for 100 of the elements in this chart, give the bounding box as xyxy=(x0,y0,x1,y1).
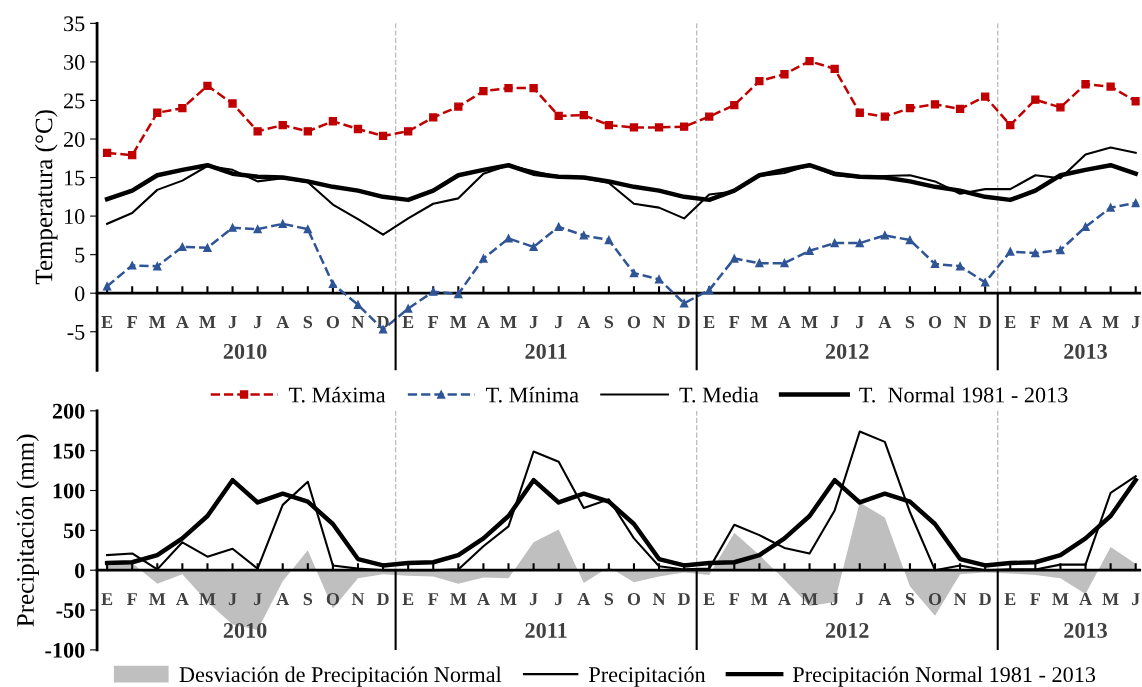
x-tick-label: M xyxy=(751,593,768,605)
annotation: 2010 xyxy=(223,622,267,638)
point xyxy=(780,258,789,268)
x-tick-label: S xyxy=(303,593,313,606)
point xyxy=(228,99,237,108)
annotation: 2011 xyxy=(525,343,567,359)
x-tick-label: N xyxy=(351,593,365,605)
y-axis-title: Temperatura (°C) xyxy=(34,110,58,285)
x-tick-label: J xyxy=(228,593,237,606)
y-tick-label: 5 xyxy=(75,247,85,263)
x-tick-label: M xyxy=(450,593,467,605)
point xyxy=(1106,203,1115,212)
point xyxy=(805,56,814,66)
point xyxy=(153,108,162,117)
x-tick-label: M xyxy=(751,316,768,328)
point xyxy=(253,127,262,136)
point xyxy=(278,219,287,228)
point xyxy=(554,111,563,121)
point xyxy=(981,92,990,101)
point xyxy=(303,127,312,136)
point xyxy=(755,77,764,86)
x-tick-label: J xyxy=(529,593,538,606)
point xyxy=(579,110,588,120)
x-tick-label: O xyxy=(928,315,942,329)
point xyxy=(780,70,789,79)
y-tick-label: 25 xyxy=(64,93,85,109)
x-tick-label: E xyxy=(402,316,414,328)
legend-label: T. Media xyxy=(679,386,759,403)
x-tick-label: M xyxy=(450,316,467,328)
x-tick-label: A xyxy=(577,593,591,605)
x-tick-label: E xyxy=(101,593,113,605)
x-tick-label: J xyxy=(830,316,839,329)
point xyxy=(403,127,413,136)
point xyxy=(479,254,488,263)
x-tick-label: A xyxy=(778,593,791,605)
x-tick-label: O xyxy=(326,593,340,606)
x-tick-label: J xyxy=(228,316,237,329)
point xyxy=(805,246,814,255)
point xyxy=(504,234,513,243)
point xyxy=(1006,120,1015,130)
x-tick-label: A xyxy=(477,316,490,328)
point xyxy=(554,222,563,232)
legend-label: Precipitación xyxy=(589,666,706,687)
x-tick-label: J xyxy=(856,316,864,329)
point xyxy=(403,304,413,313)
legend-label: Desviación de Precipitación Normal xyxy=(179,666,502,687)
point xyxy=(705,112,714,121)
x-tick-label: A xyxy=(778,316,791,328)
point xyxy=(353,124,363,134)
point xyxy=(479,87,488,96)
point xyxy=(153,262,162,271)
point xyxy=(830,238,839,248)
point xyxy=(102,282,112,291)
point xyxy=(930,259,940,269)
y-tick-label: 30 xyxy=(64,54,85,70)
annotation: 2013 xyxy=(1064,343,1107,359)
y-tick-label: 20 xyxy=(64,131,85,147)
x-tick-label: A xyxy=(577,316,591,328)
point xyxy=(579,231,588,240)
x-tick-label: M xyxy=(801,593,818,605)
point xyxy=(679,299,689,308)
point xyxy=(1081,222,1090,232)
point xyxy=(730,100,739,110)
point xyxy=(880,231,889,240)
annotation: 2013 xyxy=(1064,622,1107,638)
x-tick-label: F xyxy=(1030,593,1040,605)
x-tick-label: J xyxy=(856,593,864,606)
x-tick-label: M xyxy=(149,593,166,605)
point xyxy=(629,123,639,132)
x-tick-label: A xyxy=(176,316,189,328)
annotation: 2011 xyxy=(525,622,567,638)
point xyxy=(1006,247,1015,256)
x-tick-label: M xyxy=(500,316,517,328)
x-tick-label: M xyxy=(199,593,216,605)
annotation: 2012 xyxy=(825,343,869,359)
x-tick-label: A xyxy=(878,316,892,328)
point xyxy=(1081,80,1090,89)
annotation: 2012 xyxy=(825,622,869,638)
point xyxy=(730,254,739,263)
x-tick-label: N xyxy=(953,593,967,605)
x-tick-label: M xyxy=(1052,316,1069,328)
x-tick-label: N xyxy=(351,316,365,328)
x-tick-label: O xyxy=(627,315,641,329)
point xyxy=(880,112,889,121)
point xyxy=(955,104,965,114)
point xyxy=(679,122,689,131)
point xyxy=(529,242,538,252)
x-tick-label: O xyxy=(326,315,340,329)
x-tick-label: D xyxy=(376,593,389,605)
x-tick-label: A xyxy=(176,593,189,605)
y-tick-label: 50 xyxy=(63,523,85,539)
point xyxy=(955,262,965,271)
x-tick-label: F xyxy=(1030,316,1040,328)
y-tick-label: -50 xyxy=(56,602,85,618)
x-tick-label: J xyxy=(554,316,563,329)
x-tick-label: D xyxy=(978,316,991,328)
legend-label: T. Máxima xyxy=(288,386,386,403)
x-tick-label: M xyxy=(1102,593,1119,605)
legend-label: T. Normal 1981 - 2013 xyxy=(859,386,1068,403)
x-tick-label: A xyxy=(477,593,490,605)
